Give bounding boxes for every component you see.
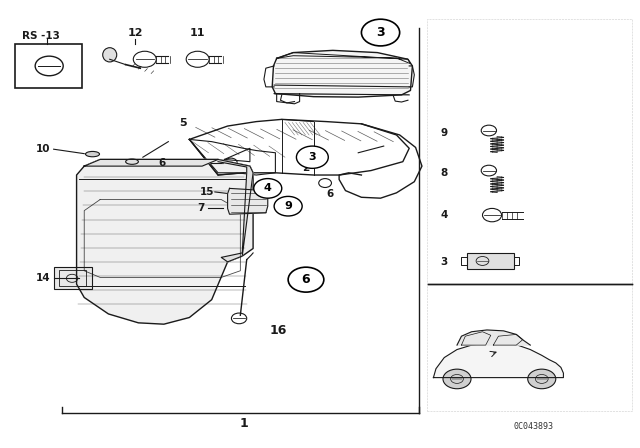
Text: 6: 6 <box>301 273 310 286</box>
Polygon shape <box>228 188 268 214</box>
Circle shape <box>319 179 332 188</box>
Text: 1: 1 <box>239 417 248 430</box>
Text: 12: 12 <box>127 28 143 38</box>
Circle shape <box>288 267 324 292</box>
Text: 9: 9 <box>284 201 292 211</box>
Circle shape <box>225 158 237 167</box>
Polygon shape <box>218 159 253 262</box>
Text: 3: 3 <box>440 257 448 267</box>
Bar <box>427 19 632 411</box>
Circle shape <box>443 369 471 389</box>
Ellipse shape <box>102 47 116 62</box>
Text: 4: 4 <box>264 183 272 194</box>
Text: 8: 8 <box>440 168 448 178</box>
Text: 6: 6 <box>326 189 333 199</box>
Text: 9: 9 <box>441 128 448 138</box>
Circle shape <box>528 369 556 389</box>
Text: 7: 7 <box>197 203 205 213</box>
Text: 0C043893: 0C043893 <box>513 422 554 431</box>
Text: 14: 14 <box>35 273 50 283</box>
Text: 16: 16 <box>270 324 287 337</box>
Circle shape <box>296 146 328 168</box>
Polygon shape <box>457 330 531 345</box>
Polygon shape <box>84 159 218 166</box>
Text: 3: 3 <box>376 26 385 39</box>
Polygon shape <box>272 50 412 97</box>
Text: RS -13: RS -13 <box>22 31 60 41</box>
Circle shape <box>274 196 302 216</box>
Circle shape <box>362 19 399 46</box>
Text: 4: 4 <box>440 210 448 220</box>
Ellipse shape <box>86 151 100 157</box>
Polygon shape <box>77 159 253 324</box>
Text: 10: 10 <box>36 144 50 154</box>
Text: 2: 2 <box>302 164 310 173</box>
Text: 5: 5 <box>179 118 187 128</box>
Ellipse shape <box>125 159 138 164</box>
Text: 11: 11 <box>190 28 205 38</box>
Text: 6: 6 <box>158 158 165 168</box>
Bar <box>59 270 86 286</box>
Bar <box>467 253 515 268</box>
Bar <box>15 44 83 88</box>
Bar <box>54 267 92 289</box>
Circle shape <box>253 179 282 198</box>
Polygon shape <box>433 343 563 378</box>
Text: 15: 15 <box>199 187 214 197</box>
Text: 3: 3 <box>308 152 316 162</box>
